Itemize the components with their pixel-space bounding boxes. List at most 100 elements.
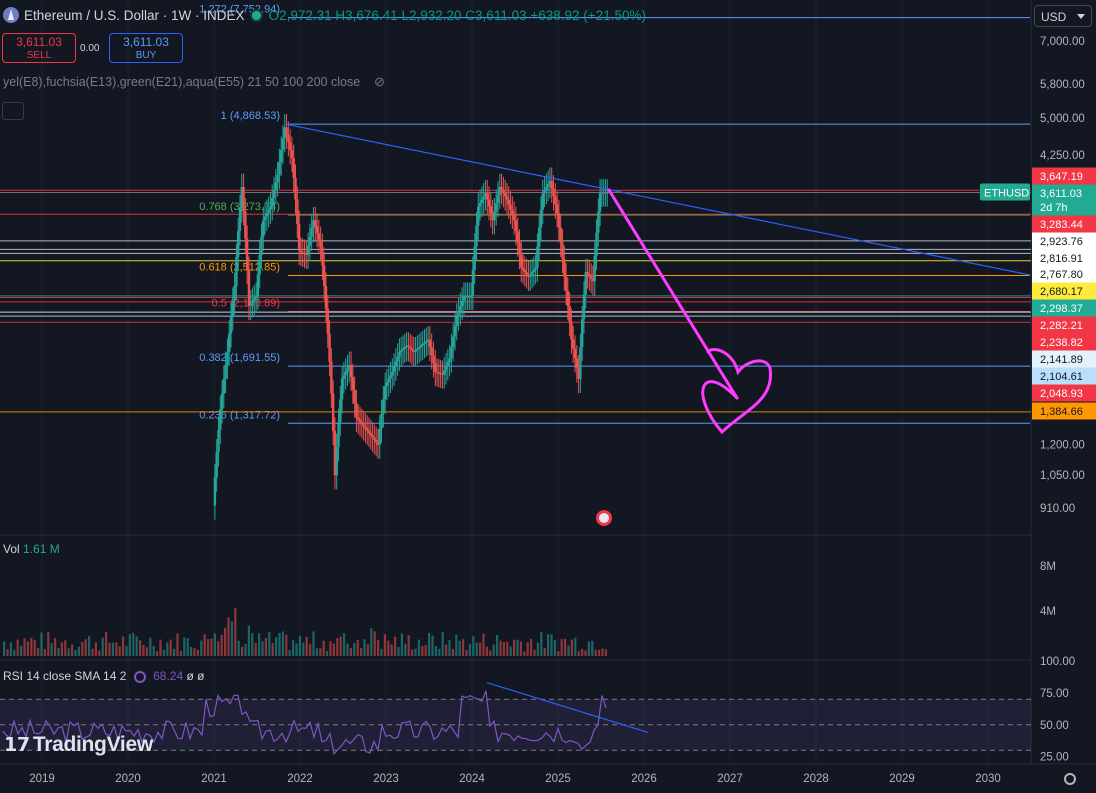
candle (527, 274, 530, 277)
currency-select[interactable]: USD (1034, 5, 1092, 27)
candle (437, 372, 441, 374)
candle (351, 377, 355, 390)
candle (235, 256, 238, 287)
candle (595, 232, 598, 256)
price-tag-label: 3,283.44 (1040, 219, 1083, 231)
candle (342, 375, 346, 379)
ema-indicator-legend[interactable]: yel(E8),fuchsia(E13),green(E21),aqua(E55… (3, 75, 361, 89)
volume-bar (88, 636, 91, 656)
time-axis-label: 2022 (287, 773, 313, 785)
price-tag-label: 2,767.80 (1040, 269, 1083, 281)
volume-bar (536, 642, 539, 656)
time-axis-label: 2027 (717, 773, 743, 785)
candle (493, 211, 496, 221)
fibonacci-label: 0.382 (1,691.55) (199, 352, 280, 364)
volume-bar (601, 648, 604, 656)
candle (297, 223, 301, 251)
candle (443, 370, 446, 375)
candle (274, 182, 278, 191)
candle (486, 193, 489, 200)
candle (455, 316, 458, 327)
volume-bar (74, 649, 77, 656)
rsi-axis-label: 100.00 (1040, 656, 1075, 668)
volume-bar (37, 647, 40, 656)
candle (367, 430, 371, 434)
volume-bar (200, 640, 203, 656)
price-axis-label: 5,800.00 (1040, 79, 1085, 91)
candle (434, 363, 437, 372)
candle (403, 347, 407, 349)
candle (299, 250, 303, 252)
candle (258, 254, 261, 275)
time-axis-label: 2021 (201, 773, 227, 785)
candle (339, 399, 342, 422)
hide-eye-icon[interactable]: ⊘ (374, 74, 385, 89)
candle (398, 351, 401, 357)
gear-icon[interactable] (1064, 773, 1076, 785)
volume-bar (173, 648, 176, 656)
volume-bar (47, 632, 50, 656)
candle (236, 231, 240, 257)
candle (408, 347, 412, 349)
price-tag-label: 2,238.82 (1040, 337, 1083, 349)
candle (480, 199, 484, 203)
volume-bar (203, 634, 206, 656)
volume-bar (438, 648, 441, 656)
candle (222, 378, 226, 394)
candle (344, 371, 347, 376)
buy-button[interactable]: 3,611.03 BUY (109, 33, 183, 63)
candle (362, 424, 365, 427)
us-event-flag-icon[interactable] (594, 508, 614, 528)
candle (450, 347, 453, 359)
candle (432, 355, 435, 364)
volume-bar (516, 639, 519, 656)
candle (378, 428, 381, 445)
volume-bar (499, 640, 502, 656)
volume-bar (394, 636, 397, 656)
volume-bars (3, 608, 607, 656)
candle (355, 403, 358, 418)
volume-bar (271, 643, 274, 656)
candle (573, 348, 577, 359)
collapse-legend-button[interactable] (2, 102, 24, 120)
candle (425, 341, 428, 343)
candle (262, 220, 265, 237)
candle (525, 272, 528, 275)
volume-bar (329, 641, 332, 656)
candle (582, 294, 586, 320)
symbol-title[interactable]: Ethereum / U.S. Dollar · 1W · INDEX (24, 7, 245, 23)
volume-bar (428, 632, 431, 656)
volume-bar (550, 634, 553, 656)
candle (555, 204, 559, 214)
candle (376, 442, 380, 445)
candle (391, 371, 394, 376)
volume-bar (241, 646, 244, 656)
sell-button[interactable]: 3,611.03 SELL (2, 33, 76, 63)
time-axis-label: 2029 (889, 773, 915, 785)
volume-legend[interactable]: Vol 1.61 M (3, 542, 60, 556)
candle (360, 421, 364, 425)
rsi-legend[interactable]: RSI 14 close SMA 14 2 68.24 ø ø (3, 669, 204, 683)
rsi-settings-icon[interactable] (133, 670, 146, 683)
fibonacci-label: 0.618 (2,512.85) (199, 262, 280, 274)
candle (584, 272, 587, 295)
ohlc-values: O2,972.31 H3,676.41 L2,932.20 C3,611.03 … (269, 8, 646, 23)
candle (491, 213, 494, 221)
tradingview-logo[interactable]: 𝟭𝟳 TradingView (4, 733, 153, 757)
candle (597, 211, 600, 233)
volume-bar (567, 645, 570, 656)
time-axis-label: 2023 (373, 773, 399, 785)
price-tag-label: 2,816.91 (1040, 253, 1083, 265)
candle (213, 477, 217, 506)
time-axis-label: 2025 (545, 773, 571, 785)
candle (380, 413, 383, 429)
volume-bar (67, 648, 70, 656)
price-axis-label: 7,000.00 (1040, 36, 1085, 48)
volume-bar (349, 647, 352, 656)
price-tag (1032, 184, 1096, 202)
candle (507, 199, 510, 205)
price-tag (1032, 215, 1096, 233)
volume-bar (295, 643, 298, 656)
candle (600, 192, 604, 194)
